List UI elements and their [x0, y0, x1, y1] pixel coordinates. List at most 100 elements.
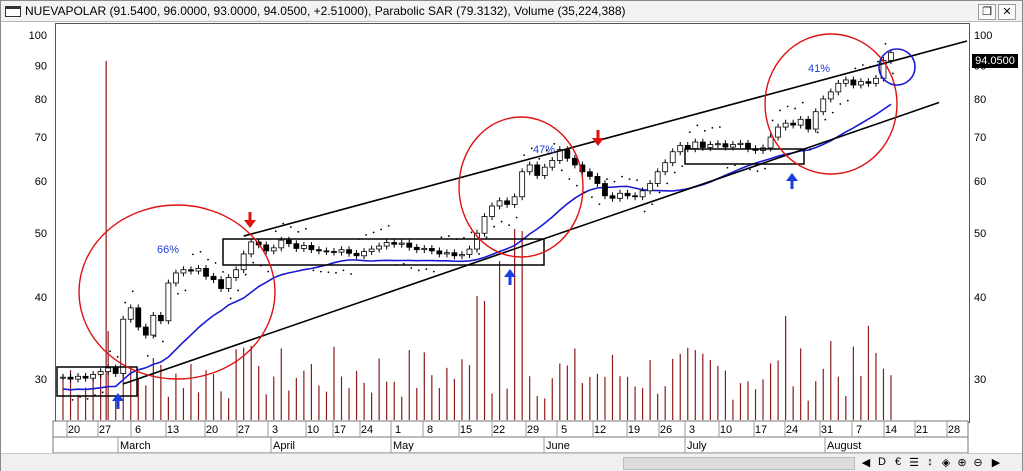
- candle-body: [835, 82, 842, 93]
- y-tick-left: 80: [35, 94, 47, 106]
- x-day-label: 3: [689, 424, 695, 436]
- x-day-label: 15: [460, 424, 472, 436]
- y-tick-right: 30: [974, 374, 986, 386]
- sar-dot: [538, 157, 541, 160]
- sar-dot: [161, 340, 164, 343]
- candle-body: [850, 79, 857, 86]
- window-title: NUEVAPOLAR (91.5400, 96.0000, 93.0000, 9…: [25, 4, 626, 18]
- scroll-left-icon[interactable]: ◀: [861, 457, 871, 469]
- candle-body: [797, 118, 804, 126]
- candle-body: [203, 268, 209, 277]
- candle-body: [677, 144, 684, 153]
- candle-body: [617, 192, 623, 199]
- candle-body: [654, 171, 661, 184]
- candle-body: [293, 243, 300, 249]
- candle-body: [714, 143, 721, 146]
- sar-dot: [177, 292, 179, 295]
- x-day-label: 24: [786, 424, 798, 436]
- restore-button[interactable]: ❐: [978, 4, 996, 20]
- candle-body: [481, 216, 488, 234]
- candle-body: [662, 162, 669, 173]
- x-day-label: 8: [427, 424, 433, 436]
- sar-dot: [515, 216, 518, 219]
- upper-trendline: [243, 40, 968, 237]
- candle-body: [579, 164, 586, 173]
- sar-dot: [734, 164, 736, 167]
- candle-body: [857, 81, 864, 86]
- scroll-right-icon[interactable]: ▶: [991, 457, 1001, 469]
- candle-body: [263, 244, 270, 252]
- x-day-label: 31: [821, 424, 833, 436]
- gain-annotation: 41%: [808, 63, 830, 75]
- x-day-label: 28: [948, 424, 960, 436]
- x-day-label: 1: [395, 424, 401, 436]
- sar-dot: [591, 196, 593, 199]
- resize-icon[interactable]: ↕: [927, 456, 933, 468]
- sar-dot: [598, 203, 601, 206]
- window-icon: [5, 6, 21, 17]
- sar-dot: [530, 147, 533, 150]
- diamond-icon[interactable]: ◈: [941, 457, 951, 469]
- sar-dot: [892, 72, 894, 75]
- sar-dot: [500, 220, 503, 223]
- candle-body: [820, 98, 827, 113]
- sar-dot: [312, 269, 315, 272]
- candle-body: [105, 367, 112, 373]
- candle-body: [519, 171, 526, 198]
- horizontal-scrollbar[interactable]: [623, 457, 855, 470]
- x-day-label: 20: [68, 424, 80, 436]
- sar-dot: [297, 230, 300, 233]
- sar-dot: [718, 126, 721, 128]
- x-axis-month-row: [52, 436, 969, 453]
- x-day-label: 26: [660, 424, 672, 436]
- x-day-label: 5: [561, 424, 567, 436]
- candle-body: [489, 205, 495, 217]
- sar-dot: [387, 224, 390, 227]
- sar-dot: [831, 111, 834, 114]
- zoom-in-icon[interactable]: ⊕: [957, 457, 967, 469]
- footer-toolbar: ◀ D € ☰ ↕ ◈ ⊕ ⊖ ▶: [1, 453, 1022, 471]
- price-plot-area[interactable]: [55, 23, 970, 423]
- currency-icon[interactable]: €: [894, 456, 902, 468]
- down-arrow-head: [592, 138, 604, 146]
- sar-dot: [485, 236, 488, 239]
- candle-body: [233, 269, 240, 279]
- y-tick-left: 40: [35, 292, 47, 304]
- sar-dot: [417, 269, 420, 272]
- close-button[interactable]: ✕: [998, 4, 1016, 20]
- sar-dot: [146, 354, 149, 357]
- sar-dot: [470, 231, 473, 234]
- sar-dot: [688, 131, 691, 134]
- y-tick-left: 90: [35, 60, 47, 72]
- candle-body: [782, 122, 789, 128]
- sar-dot: [703, 129, 706, 132]
- candle-body: [225, 277, 232, 289]
- candle-body: [511, 196, 518, 205]
- candle-body: [270, 247, 277, 252]
- candle-body: [684, 144, 691, 150]
- sar-dot: [184, 289, 187, 292]
- menu-icon[interactable]: ☰: [909, 457, 919, 469]
- candle-body: [873, 77, 879, 84]
- breakout-circle: [78, 204, 276, 380]
- up-arrow-head: [786, 173, 798, 181]
- up-arrow-head: [112, 393, 124, 401]
- candle-body: [564, 149, 571, 159]
- d-tool-icon[interactable]: D: [878, 456, 886, 468]
- last-price-label: 94.0500: [972, 54, 1018, 68]
- candle-body: [60, 376, 66, 379]
- candle-body: [571, 157, 578, 166]
- sar-dot: [365, 233, 367, 236]
- x-month-label: July: [687, 440, 707, 452]
- candle-body: [466, 248, 473, 255]
- sar-dot: [696, 124, 699, 127]
- candle-body: [188, 269, 194, 272]
- candle-body: [699, 141, 706, 148]
- sar-dot: [560, 169, 563, 172]
- zoom-out-icon[interactable]: ⊖: [973, 457, 983, 469]
- x-day-label: 3: [272, 424, 278, 436]
- x-day-label: 24: [361, 424, 373, 436]
- sar-dot: [839, 103, 842, 105]
- sar-dot: [711, 126, 714, 129]
- sar-dot: [681, 165, 684, 167]
